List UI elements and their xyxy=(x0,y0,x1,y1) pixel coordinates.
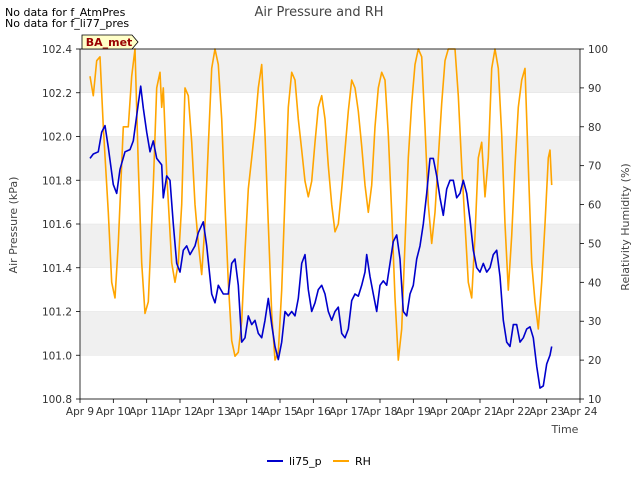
x-tick-label: Apr 17 xyxy=(329,406,364,418)
y-left-tick-label: 102.2 xyxy=(42,88,72,100)
y-right-tick-label: 10 xyxy=(588,394,601,406)
x-tick-label: Apr 20 xyxy=(429,406,464,418)
y-left-tick-label: 100.8 xyxy=(42,394,72,406)
x-tick-label: Apr 23 xyxy=(529,406,564,418)
no-data-note-1: No data for f_AtmPres xyxy=(5,6,126,19)
y-right-tick-label: 80 xyxy=(588,122,601,134)
grid-band xyxy=(80,136,580,181)
x-tick-label: Apr 12 xyxy=(163,406,198,418)
y-right-tick-label: 20 xyxy=(588,355,601,367)
y-right-tick-label: 50 xyxy=(588,238,601,250)
y-right-axis-ticks: 10 20 30 40 50 60 70 80 90 100 xyxy=(580,44,608,406)
x-tick-label: Apr 18 xyxy=(363,406,398,418)
no-data-note-2: No data for f_li77_pres xyxy=(5,17,130,30)
x-tick-label: Apr 19 xyxy=(396,406,431,418)
y-right-tick-label: 30 xyxy=(588,316,601,328)
x-axis-label: Time xyxy=(551,423,579,436)
y-right-tick-label: 70 xyxy=(588,161,601,173)
y-left-tick-label: 101.4 xyxy=(42,263,72,275)
x-tick-label: Apr 22 xyxy=(496,406,531,418)
legend: li75_p RH xyxy=(267,455,371,468)
series-line-li75_p xyxy=(89,85,553,389)
x-tick-label: Apr 24 xyxy=(563,406,598,418)
x-tick-label: Apr 14 xyxy=(229,406,264,418)
x-tick-label: Apr 21 xyxy=(463,406,498,418)
badge-box xyxy=(81,34,139,50)
x-tick-label: Apr 10 xyxy=(96,406,131,418)
chart-title: Air Pressure and RH xyxy=(254,5,383,20)
y-right-axis-label: Relativity Humidity (%) xyxy=(619,163,632,290)
grid-band xyxy=(80,49,580,93)
y-right-tick-label: 90 xyxy=(588,83,601,95)
grid-band xyxy=(80,311,580,356)
legend-label-rh: RH xyxy=(355,455,371,468)
y-right-tick-label: 100 xyxy=(588,44,608,56)
series-layer xyxy=(89,48,553,389)
x-tick-label: Apr 11 xyxy=(129,406,164,418)
y-left-tick-label: 101.2 xyxy=(42,307,72,319)
y-left-tick-label: 101.0 xyxy=(42,350,72,362)
series-line-rh xyxy=(89,48,553,361)
badge-label: BA_met xyxy=(86,36,133,49)
legend-label-li75_p: li75_p xyxy=(289,455,322,468)
y-left-tick-label: 102.0 xyxy=(42,132,72,144)
x-tick-label: Apr 15 xyxy=(263,406,298,418)
y-left-tick-label: 102.4 xyxy=(42,44,72,56)
y-left-tick-label: 101.8 xyxy=(42,175,72,187)
x-tick-label: Apr 9 xyxy=(66,406,94,418)
y-left-axis-label: Air Pressure (kPa) xyxy=(7,177,20,274)
grid-band xyxy=(80,224,580,268)
grid-bands xyxy=(80,49,580,400)
y-right-tick-label: 40 xyxy=(588,277,601,289)
y-right-tick-label: 60 xyxy=(588,200,601,212)
x-tick-label: Apr 13 xyxy=(196,406,231,418)
x-tick-label: Apr 16 xyxy=(296,406,331,418)
y-left-axis-ticks: 100.8 101.0 101.2 101.4 101.6 101.8 102.0 102.2… xyxy=(42,44,80,406)
badge: BA_met xyxy=(81,34,139,50)
y-left-tick-label: 101.6 xyxy=(42,219,72,231)
